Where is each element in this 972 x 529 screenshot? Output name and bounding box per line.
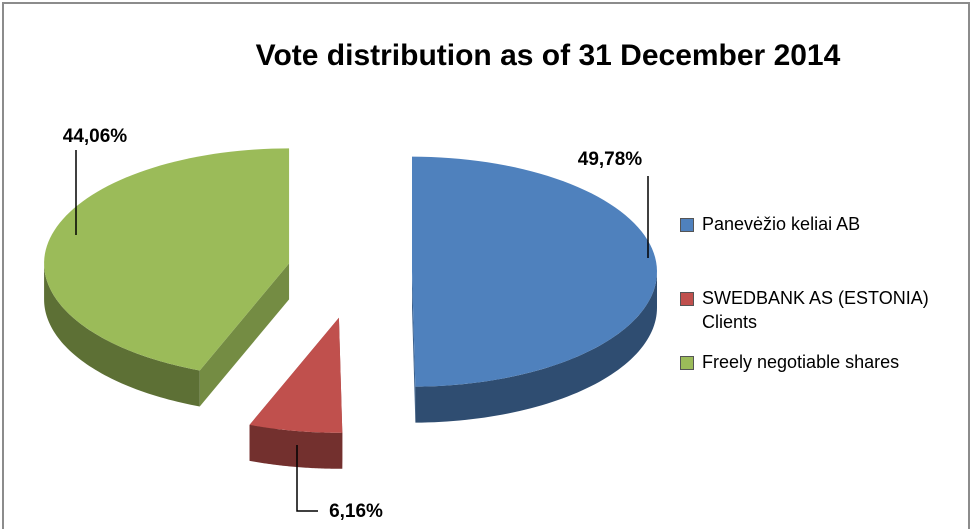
legend-item: SWEDBANK AS (ESTONIA) Clients bbox=[680, 286, 942, 334]
legend-label: Freely negotiable shares bbox=[702, 352, 900, 372]
slice-side bbox=[411, 271, 416, 423]
leader-line bbox=[296, 445, 318, 512]
legend-item: Panevėžio keliai AB bbox=[680, 212, 942, 236]
pie bbox=[44, 148, 657, 469]
legend-swatch bbox=[680, 356, 694, 370]
slice-side bbox=[415, 271, 657, 423]
pie-slice bbox=[411, 156, 657, 387]
data-label: 6,16% bbox=[329, 501, 383, 522]
data-label: 49,78% bbox=[578, 149, 643, 170]
legend-item: Freely negotiable shares bbox=[680, 350, 942, 374]
chart-title: Vote distribution as of 31 December 2014 bbox=[256, 39, 841, 72]
legend-swatch bbox=[680, 218, 694, 232]
pie-slice bbox=[44, 148, 290, 371]
pie-slice bbox=[249, 317, 343, 433]
slice-side bbox=[199, 263, 290, 407]
slice-side bbox=[249, 424, 343, 469]
slice-side bbox=[44, 263, 200, 407]
data-label: 44,06% bbox=[63, 126, 128, 147]
legend-label: SWEDBANK AS (ESTONIA) Clients bbox=[702, 288, 929, 332]
legend-label: Panevėžio keliai AB bbox=[702, 214, 861, 234]
legend-swatch bbox=[680, 292, 694, 306]
